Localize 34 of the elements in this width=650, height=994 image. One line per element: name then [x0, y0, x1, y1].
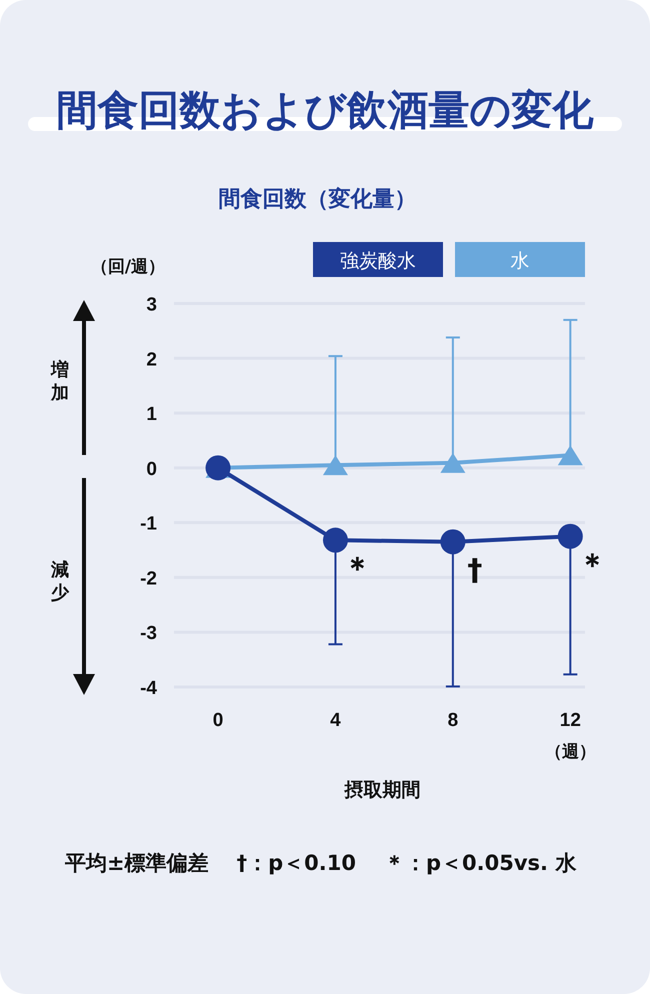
chart-title: 間食回数および飲酒量の変化 [56, 86, 594, 134]
text: 水 [510, 250, 530, 272]
text: †：p＜0.10 [236, 851, 356, 875]
annotation: † [467, 552, 482, 588]
point [440, 452, 466, 473]
y-tick-label: 3 [146, 294, 157, 316]
annotation: ＊ [577, 547, 608, 582]
y-tick-label: -3 [140, 623, 157, 644]
chart-subtitle: 間食回数（変化量） [218, 186, 416, 212]
text: 平均±標準偏差 [64, 851, 209, 875]
y-tick-label: -4 [140, 678, 158, 699]
y-tick-label: 0 [146, 458, 157, 480]
text: （週） [544, 742, 596, 762]
text: 強炭酸水 [340, 250, 416, 272]
point [440, 529, 466, 554]
x-axis-title: 摂取期間 [344, 779, 420, 801]
y-tick-label: 1 [146, 404, 158, 426]
point [322, 528, 348, 553]
point [558, 445, 583, 466]
text: 減少 [50, 560, 70, 604]
point [206, 455, 231, 480]
y-tick-label: 2 [146, 349, 157, 370]
x-tick-label: 0 [212, 710, 224, 731]
text: 増加 [50, 358, 69, 404]
x-tick-label: 12 [560, 710, 581, 731]
x-tick-label: 8 [448, 710, 458, 731]
y-tick-label: -1 [140, 514, 158, 535]
text: ＊：p＜0.05vs. 水 [384, 851, 578, 875]
x-tick-label: 4 [330, 710, 342, 731]
point [558, 524, 583, 549]
y-axis-title: （回/週） [90, 257, 166, 277]
annotation: ＊ [342, 551, 372, 586]
y-tick-label: -2 [140, 568, 157, 590]
point [322, 455, 348, 476]
